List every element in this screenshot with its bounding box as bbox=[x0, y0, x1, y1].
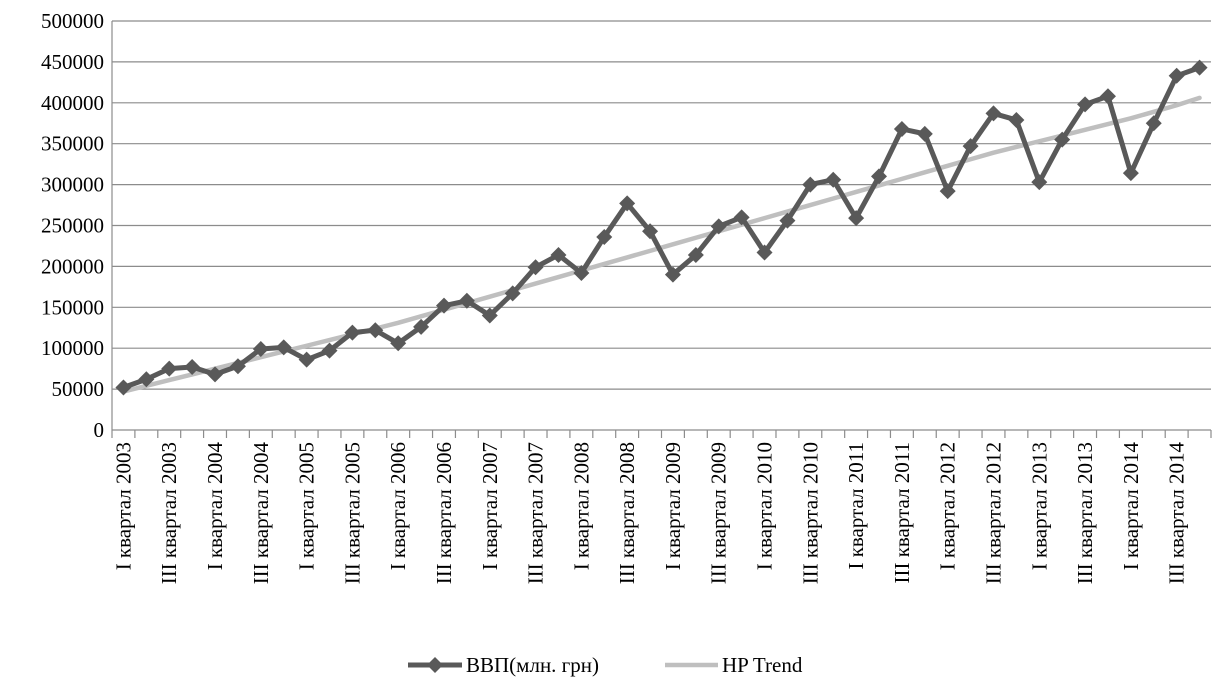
x-tick-label: III квартал 2008 bbox=[615, 442, 639, 584]
x-tick-label: III квартал 2010 bbox=[798, 442, 822, 584]
series-layer bbox=[115, 59, 1208, 396]
x-tick-label: I квартал 2014 bbox=[1119, 442, 1143, 571]
gdp-point bbox=[1145, 115, 1162, 132]
gdp-point bbox=[1191, 59, 1208, 76]
x-tick-label: I квартал 2008 bbox=[569, 442, 593, 570]
x-tick-label: I квартал 2006 bbox=[386, 442, 410, 570]
gdp-point bbox=[710, 218, 727, 235]
gdp-point bbox=[390, 335, 407, 352]
gdp-point bbox=[550, 246, 567, 263]
y-tick-label: 450000 bbox=[41, 50, 104, 74]
gdp-point bbox=[1122, 165, 1139, 182]
x-tick-label: I квартал 2009 bbox=[661, 442, 685, 570]
gdp-point bbox=[321, 342, 338, 359]
x-tick-label: III квартал 2013 bbox=[1073, 442, 1097, 584]
y-tick-label: 0 bbox=[94, 418, 105, 442]
gdp-line bbox=[120, 65, 1203, 390]
gdp-point bbox=[779, 212, 796, 229]
gdp-point bbox=[1054, 131, 1071, 148]
gdp-point bbox=[1008, 111, 1025, 128]
gdp-point bbox=[298, 351, 315, 368]
legend: ВВП(млн. грн) HP Trend bbox=[408, 653, 803, 677]
x-tick-label: I квартал 2013 bbox=[1027, 442, 1051, 570]
y-tick-label: 250000 bbox=[41, 214, 104, 238]
gridlines bbox=[112, 20, 1211, 390]
gdp-point bbox=[619, 195, 636, 212]
y-tick-label: 300000 bbox=[41, 173, 104, 197]
x-tick-label: III квартал 2011 bbox=[890, 442, 914, 584]
y-tick-label: 200000 bbox=[41, 254, 104, 278]
legend-gdp-marker bbox=[427, 657, 443, 673]
y-tick-label: 100000 bbox=[41, 336, 104, 360]
gdp-point bbox=[481, 307, 498, 324]
gdp-point bbox=[985, 105, 1002, 122]
gdp-point bbox=[871, 168, 888, 185]
x-axis: I квартал 2003 III квартал 2003 I квартал … bbox=[111, 429, 1212, 585]
x-tick-label: I квартал 2011 bbox=[844, 442, 868, 570]
legend-gdp-label: ВВП(млн. грн) bbox=[466, 653, 599, 677]
gdp-point bbox=[413, 318, 430, 335]
x-tick-label: III квартал 2014 bbox=[1165, 442, 1189, 585]
x-tick-label: I квартал 2012 bbox=[936, 442, 960, 570]
y-tick-label: 500000 bbox=[41, 9, 104, 33]
x-tick-label: III квартал 2004 bbox=[249, 442, 273, 585]
gdp-point bbox=[1031, 174, 1048, 191]
gdp-point bbox=[573, 264, 590, 281]
gdp-point bbox=[596, 228, 613, 245]
gdp-point bbox=[504, 285, 521, 302]
gdp-point bbox=[1099, 88, 1116, 105]
gdp-point bbox=[802, 176, 819, 193]
x-tick-label: I квартал 2007 bbox=[478, 442, 502, 570]
x-tick-label: III квартал 2006 bbox=[432, 442, 456, 584]
gdp-point bbox=[664, 266, 681, 283]
gdp-point bbox=[893, 120, 910, 137]
gdp-point bbox=[527, 259, 544, 276]
x-tick-label: III квартал 2012 bbox=[981, 442, 1005, 584]
gdp-point bbox=[1168, 67, 1185, 84]
x-tick-label: III квартал 2005 bbox=[340, 442, 364, 584]
x-tick-label: I квартал 2004 bbox=[203, 442, 227, 571]
gdp-point bbox=[344, 324, 361, 341]
gdp-point bbox=[825, 171, 842, 188]
gdp-point bbox=[962, 138, 979, 155]
x-tick-label: I квартал 2010 bbox=[753, 442, 777, 570]
gdp-point bbox=[367, 322, 384, 339]
gdp-point bbox=[207, 366, 224, 383]
gdp-point bbox=[435, 297, 452, 314]
gdp-point bbox=[756, 244, 773, 261]
gdp-point bbox=[161, 360, 178, 377]
gdp-point bbox=[1077, 96, 1094, 113]
gdp-point bbox=[733, 209, 750, 226]
gdp-point bbox=[687, 246, 704, 263]
y-tick-label: 50000 bbox=[52, 377, 105, 401]
gdp-point bbox=[275, 339, 292, 356]
gdp-point bbox=[848, 210, 865, 227]
x-tick-label: III квартал 2009 bbox=[707, 442, 731, 584]
y-tick-label: 400000 bbox=[41, 91, 104, 115]
legend-trend-label: HP Trend bbox=[722, 653, 803, 677]
x-tick-label: I квартал 2005 bbox=[295, 442, 319, 570]
y-axis: 0 50000 100000 150000 200000 250000 300000 3500… bbox=[41, 9, 113, 442]
gdp-point bbox=[458, 292, 475, 309]
gdp-point bbox=[115, 379, 132, 396]
gdp-point bbox=[252, 341, 269, 358]
gdp-point bbox=[229, 358, 246, 375]
y-tick-label: 150000 bbox=[41, 295, 104, 319]
gdp-point bbox=[138, 371, 155, 388]
gdp-point bbox=[184, 359, 201, 376]
gdp-point bbox=[939, 183, 956, 200]
y-tick-label: 350000 bbox=[41, 132, 104, 156]
gdp-point bbox=[642, 223, 659, 240]
x-tick-label: I квартал 2003 bbox=[111, 442, 135, 570]
gdp-point bbox=[916, 125, 933, 142]
x-tick-label: III квартал 2007 bbox=[524, 442, 548, 584]
x-tick-label: III квартал 2003 bbox=[157, 442, 181, 584]
